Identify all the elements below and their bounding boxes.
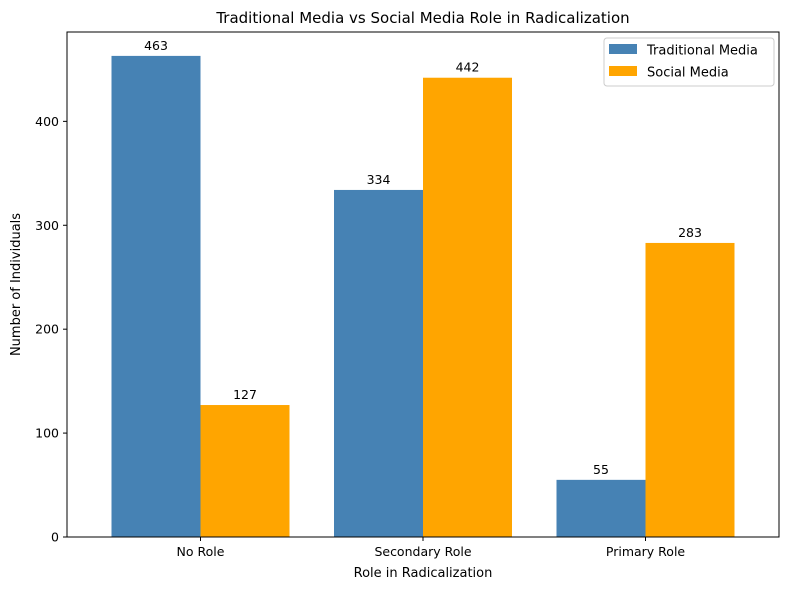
legend-label-social-media: Social Media: [647, 66, 729, 81]
y-tick-label: 100: [35, 426, 59, 441]
y-tick-label: 400: [35, 114, 59, 129]
bar-traditional-media-no-role: [111, 55, 201, 538]
data-label-traditional-media-secondary-role: 334: [367, 172, 391, 187]
legend-frame: [603, 37, 775, 87]
data-label-traditional-media-no-role: 463: [144, 38, 168, 53]
legend-label-traditional-media: Traditional Media: [646, 44, 758, 59]
bar-social-media-no-role: [200, 405, 290, 537]
legend-swatch-social-media: [609, 66, 637, 76]
y-tick-label: 200: [35, 322, 59, 337]
y-tick-label: 300: [35, 218, 59, 233]
x-axis: No Role Secondary Role Primary Role: [177, 537, 686, 559]
legend-swatch-traditional-media: [609, 44, 637, 54]
data-label-social-media-secondary-role: 442: [456, 60, 480, 75]
bar-traditional-media-secondary-role: [334, 189, 423, 537]
bar-social-media-primary-role: [645, 242, 735, 537]
x-tick-label-primary-role: Primary Role: [606, 544, 686, 559]
data-label-traditional-media-primary-role: 55: [593, 462, 609, 477]
bars-group: [111, 55, 735, 538]
x-tick-label-no-role: No Role: [177, 544, 225, 559]
bar-social-media-secondary-role: [423, 77, 512, 537]
data-labels-group: 463 334 55 127 442 283: [144, 38, 702, 477]
data-label-social-media-no-role: 127: [233, 387, 257, 402]
chart-title: Traditional Media vs Social Media Role i…: [215, 9, 629, 27]
x-tick-label-secondary-role: Secondary Role: [374, 544, 471, 559]
y-tick-label: 0: [51, 530, 59, 545]
data-label-social-media-primary-role: 283: [678, 225, 702, 240]
y-axis: 0 100 200 300 400: [35, 114, 67, 545]
y-axis-label: Number of Individuals: [9, 213, 24, 356]
x-axis-label: Role in Radicalization: [354, 566, 493, 581]
legend: Traditional Media Social Media: [603, 37, 775, 87]
bar-traditional-media-primary-role: [556, 479, 646, 537]
